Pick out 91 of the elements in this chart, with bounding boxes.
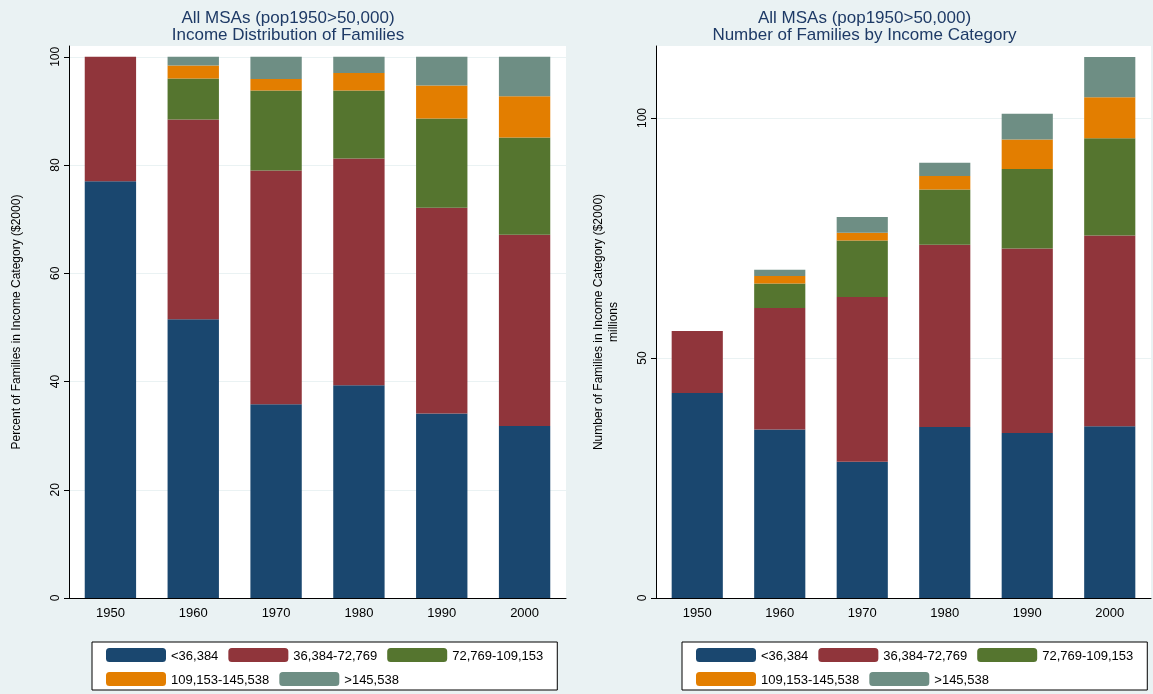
bar — [416, 118, 468, 208]
y-tick-label: 20 — [48, 482, 62, 497]
x-tick-label: 1990 — [427, 605, 457, 620]
bar — [498, 96, 551, 138]
legend-label: <36,384 — [171, 647, 219, 663]
bar — [1084, 426, 1136, 598]
legend-label: <36,384 — [761, 647, 809, 663]
bar — [167, 319, 219, 598]
bar — [1001, 432, 1053, 598]
chart-title: All MSAs (pop1950>50,000) — [757, 8, 972, 27]
bar — [167, 56, 219, 66]
bar — [84, 56, 137, 182]
bar — [919, 427, 971, 598]
bar — [754, 269, 806, 276]
bar — [250, 404, 302, 598]
bar — [1084, 97, 1136, 139]
bar — [333, 158, 385, 386]
x-tick-label: 1970 — [261, 605, 291, 620]
bar — [333, 90, 385, 159]
y-axis-title: Number of Families in Income Category ($2000) millions — [590, 193, 620, 451]
y-axis-title: Percent of Families in Income Category ($2000) — [8, 194, 23, 450]
chart-title: All MSAs (pop1950>50,000) — [181, 8, 395, 27]
bar — [919, 189, 971, 245]
bar — [416, 56, 468, 86]
x-tick-label: 1950 — [682, 605, 712, 620]
bar — [333, 73, 385, 91]
bar — [1084, 138, 1136, 236]
chart-subtitle: Number of Families by Income Category — [712, 25, 1018, 44]
bar — [836, 240, 888, 298]
bar — [919, 176, 971, 190]
y-tick-label: 100 — [48, 46, 62, 67]
x-tick-label: 2000 — [1095, 605, 1125, 620]
x-tick-label: 1960 — [178, 605, 208, 620]
y-tick-label: 100 — [635, 107, 649, 129]
y-tick-label: 40 — [48, 374, 62, 389]
bar — [919, 244, 971, 428]
legend-label: 72,769-109,153 — [452, 647, 544, 663]
x-tick-label: 1980 — [930, 605, 960, 620]
bar — [250, 79, 302, 91]
bar — [498, 234, 551, 426]
bar — [754, 308, 806, 430]
bar — [836, 297, 888, 462]
bar — [167, 78, 219, 120]
bar — [1001, 113, 1053, 140]
y-tick-label: 50 — [635, 351, 649, 365]
y-tick-label: 0 — [48, 594, 62, 602]
bar — [1001, 139, 1053, 169]
x-tick-label: 1970 — [847, 605, 877, 620]
bar — [84, 181, 137, 598]
y-tick-label: 0 — [635, 594, 649, 602]
bar — [167, 65, 219, 79]
bar — [754, 275, 806, 284]
bar — [919, 162, 971, 177]
x-tick-label: 1950 — [95, 605, 125, 620]
bar — [498, 425, 551, 598]
bar — [416, 85, 468, 119]
x-tick-label: 2000 — [510, 605, 540, 620]
legend-label: 72,769-109,153 — [1042, 647, 1134, 663]
bar — [836, 216, 888, 233]
y-tick-label: 60 — [48, 266, 62, 280]
bar — [416, 413, 468, 598]
legend-label: 36,384-72,769 — [883, 647, 968, 663]
bar — [167, 119, 219, 320]
legend-label: >145,538 — [934, 671, 989, 687]
bar — [333, 385, 385, 598]
bar — [250, 90, 302, 171]
y-tick-label: 80 — [48, 158, 62, 172]
legend-label: >145,538 — [344, 671, 399, 687]
bar — [1084, 235, 1136, 427]
bar — [416, 207, 468, 414]
x-tick-label: 1980 — [344, 605, 374, 620]
bar — [498, 56, 551, 97]
bar — [1001, 248, 1053, 433]
bar — [1001, 168, 1053, 249]
bar — [1084, 57, 1136, 98]
bar — [250, 170, 302, 405]
bar — [836, 461, 888, 598]
bar — [671, 393, 723, 598]
bar — [754, 283, 806, 309]
bar — [836, 232, 888, 241]
bar — [498, 137, 551, 235]
legend-label: 36,384-72,769 — [293, 647, 378, 663]
chart-subtitle: Income Distribution of Families — [171, 25, 405, 44]
legend-label: 109,153-145,538 — [761, 671, 860, 687]
x-tick-label: 1990 — [1012, 605, 1042, 620]
bar — [754, 429, 806, 598]
x-tick-label: 1960 — [765, 605, 795, 620]
bar — [250, 56, 302, 80]
bar — [671, 331, 723, 394]
legend-label: 109,153-145,538 — [171, 671, 270, 687]
bar — [333, 56, 385, 74]
